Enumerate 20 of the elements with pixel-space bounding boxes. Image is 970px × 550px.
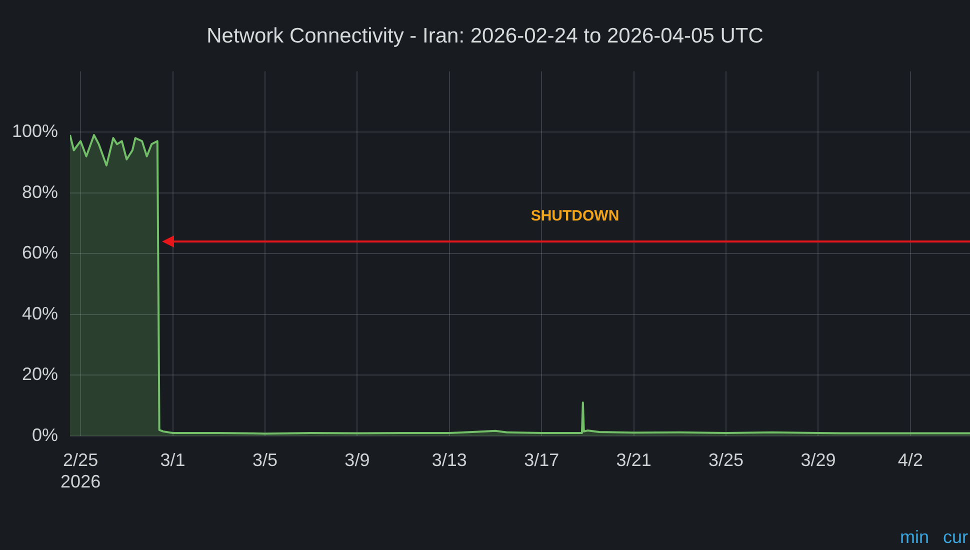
y-tick-label: 60% — [22, 242, 58, 263]
x-tick-label: 3/25 — [708, 450, 744, 470]
y-tick-label: 100% — [12, 120, 58, 141]
ref-line-label: SHUTDOWN — [530, 207, 620, 224]
y-tick-label: 20% — [22, 364, 58, 384]
chart-title: Network Connectivity - Iran: 2026-02-24 to 2026-04-05 UTC — [206, 24, 764, 48]
x-tick-label: 3/13 — [432, 450, 467, 470]
x-tick-label: 3/1 — [160, 450, 186, 470]
x-tick-label: 3/29 — [800, 450, 836, 470]
x-tick-label: 3/21 — [616, 450, 652, 470]
x-tick-label: 2/25 2026 — [60, 450, 101, 492]
x-tick-label: 3/5 — [252, 450, 278, 470]
y-tick-label: 0% — [32, 424, 58, 445]
x-tick-label: 4/2 — [898, 450, 923, 470]
y-tick-label: 40% — [22, 303, 58, 324]
x-tick-label: 3/9 — [344, 450, 370, 470]
text: min — [900, 527, 929, 547]
text: cur — [942, 527, 968, 547]
x-tick-label: 3/17 — [524, 450, 560, 470]
y-tick-label: 80% — [22, 182, 58, 202]
